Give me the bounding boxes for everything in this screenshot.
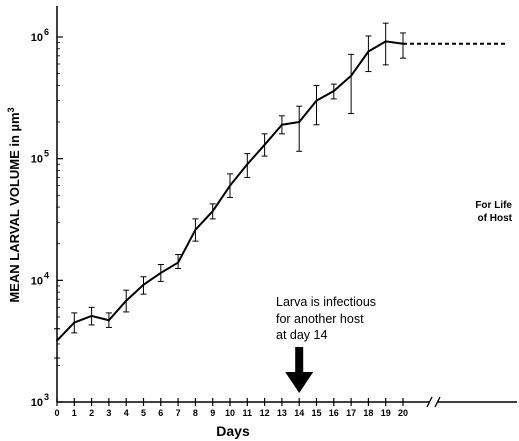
x-tick-label: 2	[89, 408, 94, 418]
data-point	[177, 261, 180, 264]
x-tick-label: 11	[243, 408, 253, 418]
x-tick-label: 9	[210, 408, 215, 418]
x-tick-label: 13	[277, 408, 287, 418]
y-tick-label: 10	[31, 275, 43, 287]
down-arrow-icon	[285, 347, 314, 393]
x-tick-label: 19	[381, 408, 391, 418]
x-tick-label: 10	[225, 408, 235, 418]
x-tick-label: 14	[294, 408, 304, 418]
x-tick-label: 17	[346, 408, 356, 418]
x-tick-label: 4	[124, 408, 129, 418]
y-tick-label: 10	[31, 154, 43, 166]
x-tick-label: 6	[158, 408, 163, 418]
x-tick-label: 3	[106, 408, 111, 418]
annotation-line-2: for another host	[276, 312, 364, 326]
data-point	[263, 143, 266, 146]
x-tick-label: 0	[54, 408, 59, 418]
x-tick-label: 1	[72, 408, 77, 418]
y-tick-exponent: 6	[44, 27, 49, 37]
data-point	[229, 184, 231, 187]
data-point	[298, 121, 301, 123]
x-tick-label: 8	[193, 408, 198, 418]
data-point	[367, 50, 370, 53]
axes	[56, 6, 517, 408]
x-tick-label: 15	[311, 408, 321, 418]
y-tick-exponent: 3	[44, 392, 49, 402]
y-axis-label: MEAN LARVAL VOLUME in µm3	[6, 107, 22, 302]
annotation-line-1: Larva is infectious	[276, 295, 376, 309]
data-point	[90, 315, 93, 317]
x-tick-label: 16	[329, 408, 339, 418]
for-life-annotation: For Life of Host	[475, 200, 512, 224]
infectious-annotation: Larva is infectious for another host at …	[276, 295, 376, 393]
y-tick-exponent: 5	[44, 149, 49, 159]
y-tick-exponent: 4	[44, 270, 49, 280]
x-tick-label: 7	[176, 408, 181, 418]
y-tick-label: 10	[31, 397, 43, 409]
annotation-line-3: at day 14	[276, 328, 327, 342]
data-point	[246, 163, 249, 166]
series	[56, 40, 505, 342]
data-point	[384, 40, 387, 43]
data-point	[125, 299, 128, 302]
axis-break-mark	[434, 396, 441, 408]
data-point	[194, 228, 197, 231]
x-tick-label: 12	[260, 408, 270, 418]
y-axis-label-text: MEAN LARVAL VOLUME in µm	[7, 112, 22, 302]
x-tick-label: 5	[141, 408, 146, 418]
data-point	[73, 321, 76, 324]
data-point	[211, 210, 214, 213]
for-life-line-1: For Life	[475, 200, 512, 211]
y-axis-label-superscript: 3	[6, 107, 16, 112]
data-point	[315, 99, 318, 102]
data-point	[56, 339, 58, 342]
x-tick-label: 20	[398, 408, 408, 418]
axis-break-mark	[426, 396, 433, 408]
data-point	[281, 123, 283, 126]
for-life-line-2: of Host	[478, 213, 513, 224]
y-tick-label: 10	[31, 32, 43, 44]
x-ticks: 0 1 2 3 4 5 6 7 8 9 10 11 12 13 14 15 16 17 18 19 20	[54, 398, 408, 418]
data-point	[108, 319, 110, 322]
data-point	[159, 272, 162, 274]
data-point	[142, 283, 145, 286]
x-tick-label: 18	[363, 408, 373, 418]
data-point	[332, 90, 335, 92]
data-point	[350, 74, 352, 77]
x-axis-label: Days	[216, 423, 250, 439]
